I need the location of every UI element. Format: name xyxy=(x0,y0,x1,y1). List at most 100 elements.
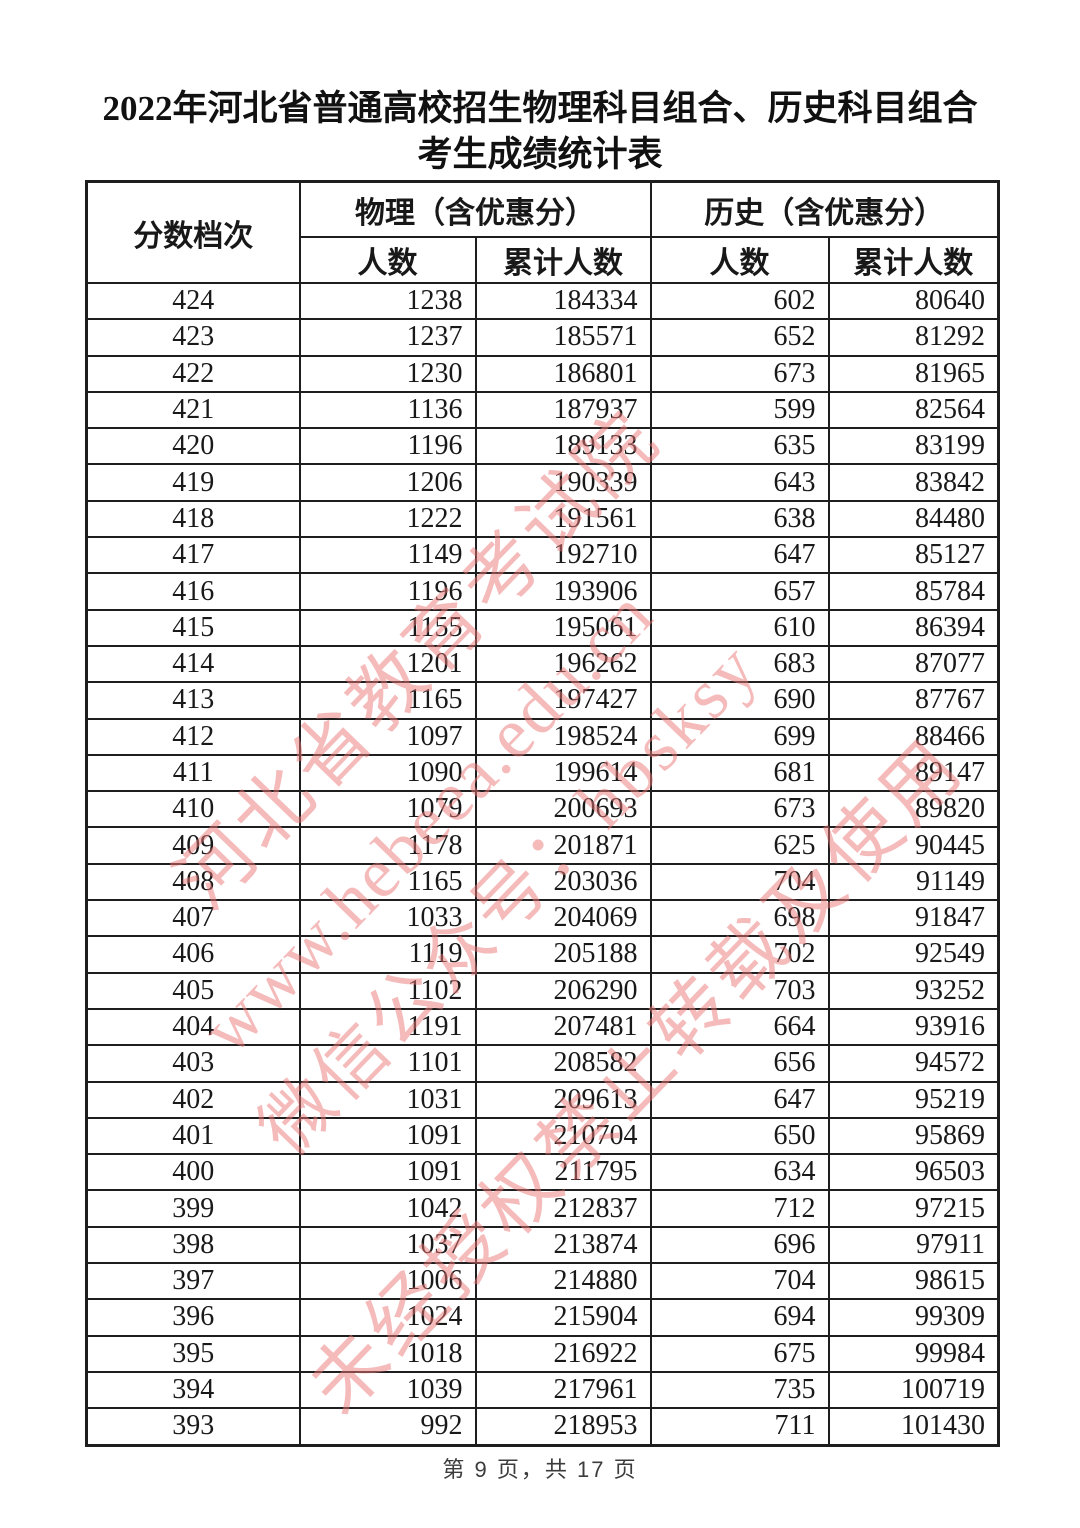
physics-count-cell: 1039 xyxy=(298,1370,477,1410)
physics-cumulative-cell: 213874 xyxy=(474,1225,652,1265)
score-tier-cell: 403 xyxy=(85,1044,301,1083)
table-row: 406 1119 205188 702 92549 xyxy=(85,935,1000,974)
history-count-cell: 634 xyxy=(649,1153,830,1192)
history-count-cell: 681 xyxy=(649,753,830,793)
physics-cumulative-cell: 205188 xyxy=(474,935,652,974)
score-tier-cell: 410 xyxy=(85,790,301,829)
table-row: 403 1101 208582 656 94572 xyxy=(85,1044,1000,1083)
history-cumulative-cell: 101430 xyxy=(827,1407,1000,1446)
table-row: 419 1206 190339 643 83842 xyxy=(85,463,1000,502)
score-tier-cell: 419 xyxy=(85,463,301,502)
history-cumulative-cell: 85127 xyxy=(827,536,1000,575)
history-cumulative-cell: 100719 xyxy=(827,1370,1000,1410)
history-cumulative-cell: 99309 xyxy=(827,1298,1000,1337)
history-count-cell: 625 xyxy=(649,826,830,865)
score-tier-cell: 415 xyxy=(85,608,301,647)
score-tier-cell: 406 xyxy=(85,935,301,974)
score-tier-cell: 407 xyxy=(85,899,301,938)
physics-cumulative-cell: 195061 xyxy=(474,608,652,647)
history-cumulative-cell: 92549 xyxy=(827,935,1000,974)
table-row: 405 1102 206290 703 93252 xyxy=(85,971,1000,1010)
score-tier-cell: 398 xyxy=(85,1225,301,1265)
physics-cumulative-cell: 207481 xyxy=(474,1007,652,1047)
score-tier-cell: 404 xyxy=(85,1007,301,1047)
title-line-2: 考生成绩统计表 xyxy=(417,135,663,174)
table-row: 407 1033 204069 698 91847 xyxy=(85,899,1000,938)
physics-count-cell: 1033 xyxy=(298,899,477,938)
physics-count-cell: 1091 xyxy=(298,1153,477,1192)
header-physics-cumulative: 累计人数 xyxy=(474,236,652,284)
header-history-cumulative: 累计人数 xyxy=(827,236,1000,284)
physics-count-cell: 1196 xyxy=(298,572,477,611)
history-count-cell: 735 xyxy=(649,1370,830,1410)
physics-count-cell: 1037 xyxy=(298,1225,477,1265)
score-tier-cell: 413 xyxy=(85,681,301,720)
physics-count-cell: 1097 xyxy=(298,717,477,756)
physics-cumulative-cell: 189133 xyxy=(474,427,652,466)
physics-count-cell: 1090 xyxy=(298,753,477,793)
physics-cumulative-cell: 203036 xyxy=(474,862,652,902)
history-cumulative-cell: 83199 xyxy=(827,427,1000,466)
page-number: 第 9 页，共 17 页 xyxy=(442,1457,638,1482)
physics-cumulative-cell: 204069 xyxy=(474,899,652,938)
table-row: 416 1196 193906 657 85784 xyxy=(85,572,1000,611)
history-cumulative-cell: 88466 xyxy=(827,717,1000,756)
physics-cumulative-cell: 198524 xyxy=(474,717,652,756)
history-cumulative-cell: 91149 xyxy=(827,862,1000,902)
score-tier-cell: 408 xyxy=(85,862,301,902)
history-count-cell: 712 xyxy=(649,1189,830,1228)
history-count-cell: 602 xyxy=(649,281,830,321)
score-tier-cell: 405 xyxy=(85,971,301,1010)
score-tier-cell: 418 xyxy=(85,499,301,539)
history-count-cell: 652 xyxy=(649,318,830,357)
physics-cumulative-cell: 193906 xyxy=(474,572,652,611)
table-row: 412 1097 198524 699 88466 xyxy=(85,717,1000,756)
score-statistics-table: 分数档次 物理（含优惠分） 历史（含优惠分） 人数 累计人数 人数 累计人数 4… xyxy=(85,180,1000,1447)
physics-count-cell: 1018 xyxy=(298,1334,477,1373)
physics-count-cell: 992 xyxy=(298,1407,477,1446)
history-cumulative-cell: 87767 xyxy=(827,681,1000,720)
physics-count-cell: 1201 xyxy=(298,644,477,684)
history-cumulative-cell: 97911 xyxy=(827,1225,1000,1265)
table-row: 393 992 218953 711 101430 xyxy=(85,1407,1000,1446)
history-count-cell: 643 xyxy=(649,463,830,502)
physics-cumulative-cell: 217961 xyxy=(474,1370,652,1410)
physics-count-cell: 1238 xyxy=(298,281,477,321)
table-row: 410 1079 200693 673 89820 xyxy=(85,790,1000,829)
history-cumulative-cell: 85784 xyxy=(827,572,1000,611)
history-cumulative-cell: 84480 xyxy=(827,499,1000,539)
header-history-group: 历史（含优惠分） xyxy=(649,180,1000,238)
history-count-cell: 656 xyxy=(649,1044,830,1083)
table-row: 395 1018 216922 675 99984 xyxy=(85,1334,1000,1373)
history-cumulative-cell: 99984 xyxy=(827,1334,1000,1373)
history-cumulative-cell: 80640 xyxy=(827,281,1000,321)
table-row: 420 1196 189133 635 83199 xyxy=(85,427,1000,466)
history-cumulative-cell: 87077 xyxy=(827,644,1000,684)
score-tier-cell: 420 xyxy=(85,427,301,466)
history-cumulative-cell: 89147 xyxy=(827,753,1000,793)
score-tier-cell: 411 xyxy=(85,753,301,793)
physics-count-cell: 1031 xyxy=(298,1080,477,1119)
history-count-cell: 638 xyxy=(649,499,830,539)
table-row: 400 1091 211795 634 96503 xyxy=(85,1153,1000,1192)
history-count-cell: 704 xyxy=(649,862,830,902)
history-cumulative-cell: 93916 xyxy=(827,1007,1000,1047)
table-row: 422 1230 186801 673 81965 xyxy=(85,354,1000,393)
physics-cumulative-cell: 215904 xyxy=(474,1298,652,1337)
physics-cumulative-cell: 216922 xyxy=(474,1334,652,1373)
header-history-count: 人数 xyxy=(649,236,830,284)
history-cumulative-cell: 98615 xyxy=(827,1262,1000,1301)
history-count-cell: 635 xyxy=(649,427,830,466)
physics-count-cell: 1206 xyxy=(298,463,477,502)
score-tier-cell: 399 xyxy=(85,1189,301,1228)
score-tier-cell: 401 xyxy=(85,1116,301,1156)
history-cumulative-cell: 96503 xyxy=(827,1153,1000,1192)
history-count-cell: 647 xyxy=(649,536,830,575)
physics-cumulative-cell: 191561 xyxy=(474,499,652,539)
physics-cumulative-cell: 212837 xyxy=(474,1189,652,1228)
history-cumulative-cell: 90445 xyxy=(827,826,1000,865)
history-cumulative-cell: 95869 xyxy=(827,1116,1000,1156)
history-cumulative-cell: 94572 xyxy=(827,1044,1000,1083)
physics-cumulative-cell: 199614 xyxy=(474,753,652,793)
physics-count-cell: 1102 xyxy=(298,971,477,1010)
